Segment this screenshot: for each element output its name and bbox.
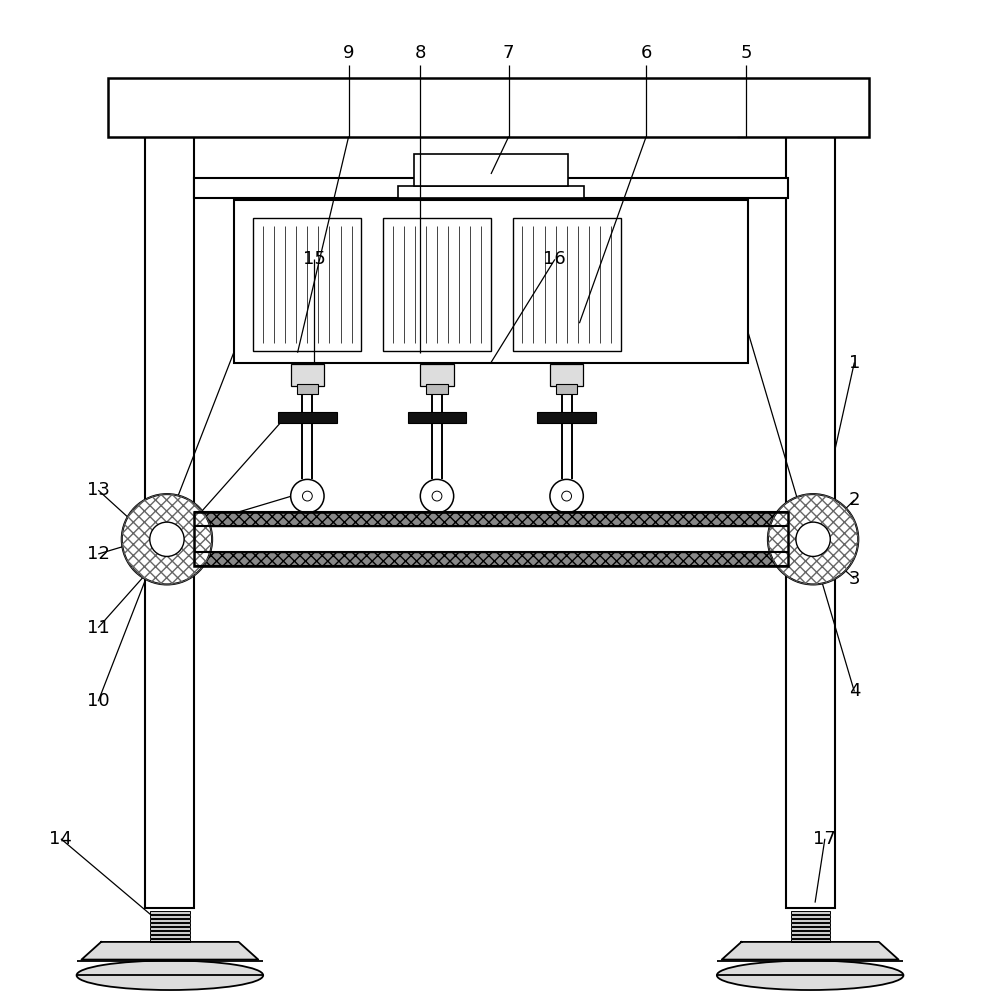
Polygon shape [722,942,899,960]
Bar [791,915,830,918]
Bar [408,412,466,423]
Circle shape [562,491,572,501]
Circle shape [432,491,442,501]
Text: 5: 5 [740,44,752,62]
Circle shape [420,479,454,513]
Text: 7: 7 [503,44,515,62]
Bar [253,218,361,351]
Bar [420,364,454,386]
Bar [297,384,318,394]
Bar [194,512,788,566]
Bar [537,412,596,423]
Bar [398,186,584,198]
Bar [786,127,835,908]
Text: 8: 8 [414,44,426,62]
Text: 9: 9 [343,44,355,62]
Bar [550,364,583,386]
Text: 3: 3 [848,570,860,588]
Bar [291,364,324,386]
Bar [150,915,190,918]
Bar [791,939,830,942]
Text: 15: 15 [302,250,326,268]
Bar [194,512,788,526]
Bar [150,923,190,926]
Text: 1: 1 [848,354,860,372]
Bar [150,911,190,914]
Bar [194,178,788,198]
Bar [150,927,190,930]
Bar [150,939,190,942]
Ellipse shape [77,961,263,990]
Ellipse shape [717,961,903,990]
Circle shape [291,479,324,513]
Bar [791,931,830,934]
Circle shape [768,494,858,584]
Circle shape [122,494,212,584]
Text: 4: 4 [848,682,860,700]
Bar [791,911,830,914]
Bar [513,218,621,351]
Bar [150,919,190,922]
Bar [108,78,869,137]
Text: 12: 12 [86,545,110,563]
Bar [383,218,491,351]
Bar [556,384,577,394]
Bar [194,552,788,566]
Polygon shape [82,942,258,960]
Bar [791,935,830,938]
Text: 14: 14 [49,830,73,848]
Text: 10: 10 [86,692,110,710]
Text: 6: 6 [640,44,652,62]
Bar [278,412,337,423]
Bar [234,200,748,363]
Circle shape [550,479,583,513]
Bar [791,919,830,922]
Text: 17: 17 [813,830,837,848]
Bar [791,927,830,930]
Bar [791,923,830,926]
Circle shape [302,491,312,501]
Bar [150,935,190,938]
Circle shape [796,522,830,556]
Bar [426,384,448,394]
Bar [150,931,190,934]
Text: 11: 11 [86,619,110,637]
Text: 2: 2 [848,491,860,509]
Bar [414,154,568,186]
Text: 13: 13 [86,481,110,499]
Bar [145,127,194,908]
Circle shape [150,522,184,556]
Text: 16: 16 [543,250,567,268]
